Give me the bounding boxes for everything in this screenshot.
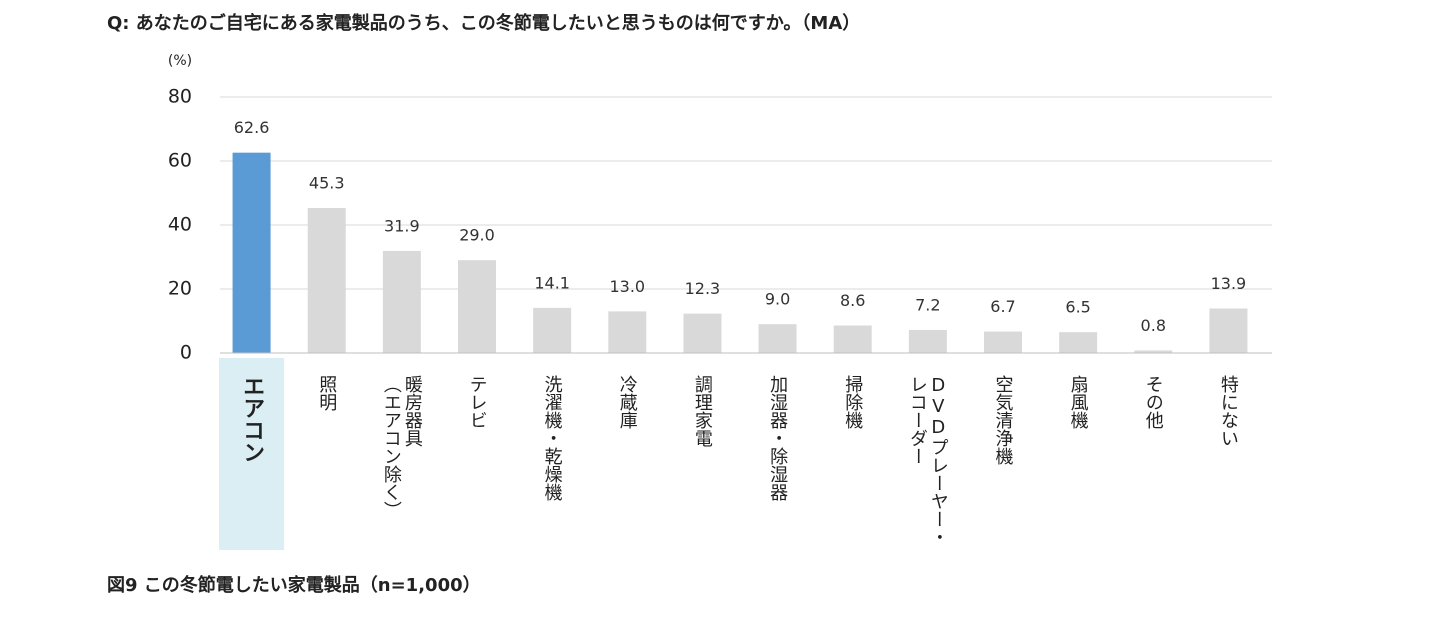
bar (683, 313, 722, 353)
y-tick-label: 40 (168, 214, 192, 236)
x-tick-label: 掃除機 (842, 375, 863, 430)
x-tick-label: 洗濯機・乾燥機 (542, 375, 563, 502)
value-label: 7.2 (915, 295, 940, 314)
bar (1059, 332, 1098, 353)
bar (758, 324, 797, 353)
x-tick-label: 加湿器・除湿器 (767, 375, 788, 501)
value-label: 6.7 (990, 297, 1015, 316)
x-tick-label: 空気清浄機 (993, 375, 1014, 466)
value-label: 0.8 (1141, 316, 1166, 335)
value-label: 6.5 (1065, 298, 1090, 317)
x-tick-label: エアコン (239, 375, 264, 463)
x-tick-label: 冷蔵庫 (617, 375, 638, 429)
x-tick-label: （エアコン除く） (381, 375, 402, 519)
value-label: 9.0 (765, 290, 790, 309)
x-tick-label: DVDプレーヤー・ (928, 375, 949, 546)
bar (232, 152, 271, 353)
x-tick-label: 暖房器具 (402, 375, 423, 447)
bar (307, 208, 346, 353)
bar (458, 260, 496, 353)
value-label: 14.1 (534, 273, 570, 292)
highlight-background (219, 358, 285, 550)
value-label: 13.0 (609, 277, 645, 296)
x-tick-label: その他 (1143, 375, 1164, 429)
y-tick-label: 20 (168, 278, 192, 300)
caption: 図9 この冬節電したい家電製品（n=1,000） (107, 574, 481, 596)
value-label: 12.3 (685, 279, 721, 298)
x-tick-label: テレビ (467, 375, 488, 429)
y-tick-label: 80 (168, 86, 192, 108)
bar (382, 250, 421, 353)
bar (608, 311, 647, 353)
x-tick-label: レコーダー (907, 375, 928, 465)
value-label: 8.6 (840, 291, 865, 310)
value-label: 62.6 (234, 118, 270, 137)
bar (833, 325, 872, 353)
bar (533, 307, 572, 353)
y-tick-label: 0 (180, 342, 192, 364)
bar (1209, 308, 1248, 353)
y-unit: (%) (168, 53, 192, 69)
chart-title: Q: あなたのご自宅にある家電製品のうち、この冬節電したいと思うものは何ですか。… (107, 12, 860, 34)
bar (1134, 350, 1173, 353)
x-tick-label: 照明 (316, 375, 337, 412)
value-label: 29.0 (459, 226, 495, 245)
value-label: 31.9 (384, 216, 420, 235)
x-tick-label: 特にない (1218, 375, 1239, 447)
y-tick-label: 60 (168, 150, 192, 172)
value-label: 13.9 (1211, 274, 1247, 293)
x-tick-label: 扇風機 (1068, 375, 1089, 430)
x-tick-label: 調理家電 (692, 375, 713, 447)
bar (984, 331, 1022, 353)
value-label: 45.3 (309, 174, 345, 193)
bar (908, 329, 947, 353)
